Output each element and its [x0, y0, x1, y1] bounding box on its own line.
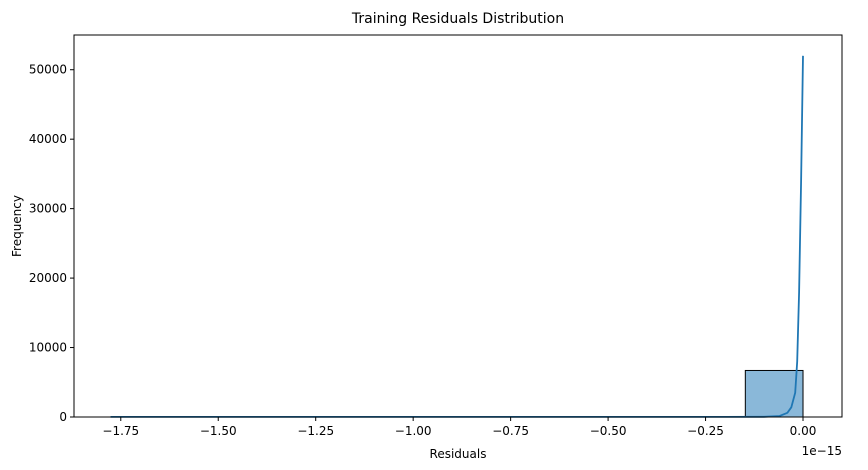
y-tick-label: 50000: [29, 63, 67, 77]
y-tick-label: 40000: [29, 132, 67, 146]
histogram-bar: [744, 369, 804, 418]
x-axis-offset-label: 1e−15: [802, 444, 842, 458]
x-axis-title: Residuals: [430, 447, 487, 461]
y-tick-label: 0: [59, 410, 67, 424]
x-tick-label: −1.50: [200, 424, 237, 438]
x-tick-label: −1.25: [297, 424, 334, 438]
x-tick-label: −0.50: [590, 424, 627, 438]
kde-line: [110, 55, 804, 418]
x-tick-label: −0.75: [492, 424, 529, 438]
plot-area: [110, 55, 804, 418]
x-tick-label: −0.25: [687, 424, 724, 438]
x-tick-label: −1.75: [102, 424, 139, 438]
y-axis: 0 10000 20000 30000 40000 50000: [29, 63, 74, 424]
chart-title: Training Residuals Distribution: [351, 11, 564, 27]
x-tick-label: −1.00: [395, 424, 432, 438]
y-tick-label: 30000: [29, 202, 67, 216]
axes-frame: [73, 34, 843, 418]
y-tick-label: 20000: [29, 271, 67, 285]
x-tick-label: 0.00: [790, 424, 817, 438]
y-axis-title: Frequency: [10, 195, 24, 257]
y-tick-label: 10000: [29, 341, 67, 355]
x-axis: −1.75 −1.50 −1.25 −1.00 −0.75 −0.50 −0.25 0.00: [102, 417, 816, 438]
